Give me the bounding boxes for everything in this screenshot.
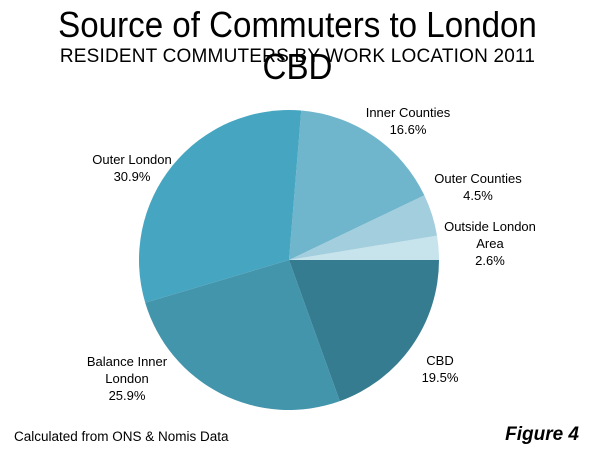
slice-label-inner-counties: Inner Counties 16.6%: [358, 104, 458, 138]
pie-slice-inner-counties: [289, 110, 425, 260]
slice-value: 25.9%: [108, 388, 146, 403]
chart-title: Source of Commuters to London CBD: [58, 4, 537, 87]
slice-label-outer-counties: Outer Counties 4.5%: [428, 170, 528, 204]
slice-value: 2.6%: [475, 253, 505, 268]
slice-label-cbd: CBD 19.5%: [405, 352, 475, 386]
slice-name: Inner Counties: [365, 105, 451, 120]
figure-number: Figure 4: [505, 424, 579, 445]
slice-value: 16.6%: [389, 122, 427, 137]
slice-label-outside-london-area: Outside London Area 2.6%: [440, 218, 540, 269]
slice-label-balance-inner-london: Balance Inner London 25.9%: [72, 353, 182, 404]
slice-name: Balance Inner London: [86, 354, 168, 386]
pie-slice-outside-london-area: [289, 235, 439, 260]
slice-value: 19.5%: [421, 370, 459, 385]
slice-name: Outer Counties: [434, 171, 522, 186]
chart-subtitle: RESIDENT COMMUTERS BY WORK LOCATION 2011: [59, 46, 536, 67]
pie-slice-outer-counties: [289, 195, 437, 260]
slice-value: 4.5%: [463, 188, 493, 203]
slice-name: Outside London Area: [444, 219, 536, 251]
source-note: Calculated from ONS & Nomis Data: [14, 429, 229, 444]
slice-name: CBD: [426, 353, 454, 368]
slice-value: 30.9%: [113, 169, 151, 184]
pie-slice-outer-london: [138, 109, 302, 303]
slice-label-outer-london: Outer London 30.9%: [82, 151, 182, 185]
pie-slice-cbd: [289, 260, 439, 402]
pie-slice-balance-inner-london: [145, 260, 340, 410]
slice-name: Outer London: [92, 152, 172, 167]
